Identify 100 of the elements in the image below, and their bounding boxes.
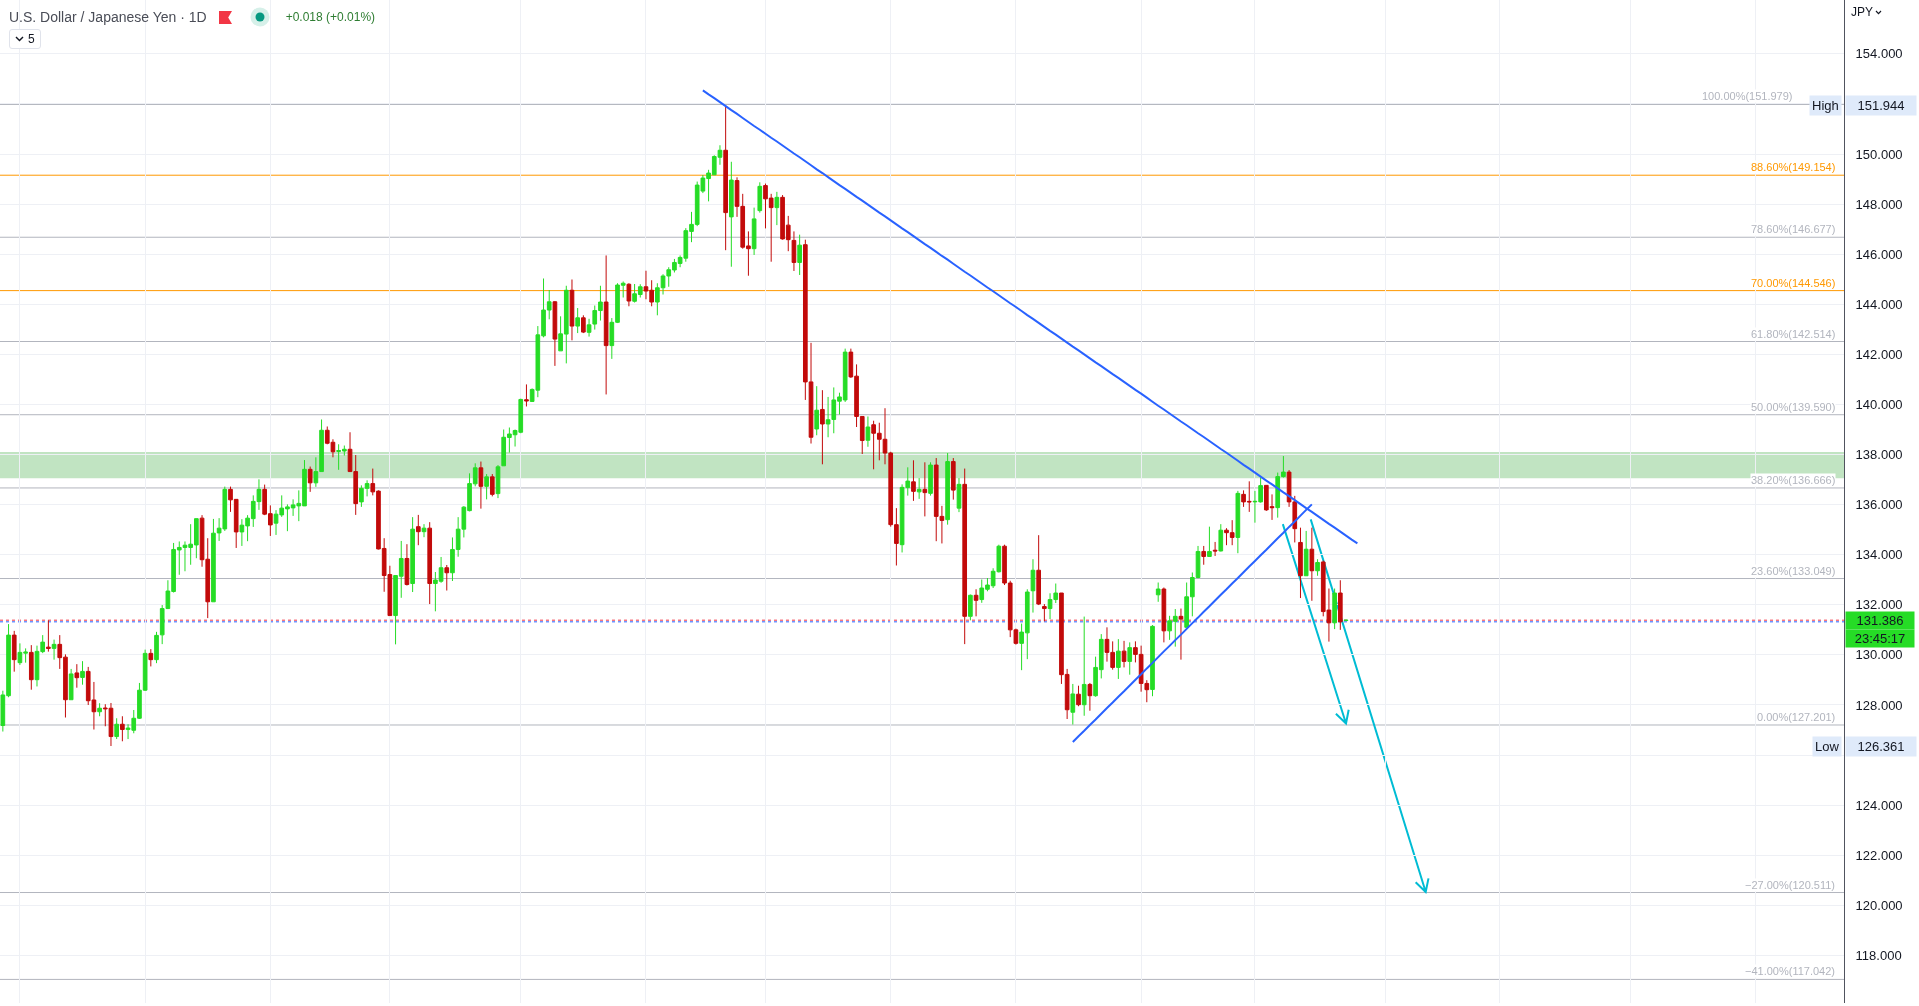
candlestick	[950, 457, 956, 501]
candlestick	[945, 452, 950, 526]
candlestick	[911, 459, 916, 502]
y-axis-title: JPY	[1851, 5, 1874, 19]
button: 5	[9, 29, 41, 49]
candlestick	[1337, 579, 1343, 631]
ref-line-label: 38.20%(136.666)	[1751, 474, 1836, 486]
candlestick	[820, 389, 825, 465]
candlestick	[1315, 558, 1320, 577]
text: +0.018 (+0.01%)	[285, 10, 376, 24]
candlestick	[410, 516, 415, 593]
candlestick	[575, 307, 581, 334]
candlestick	[80, 660, 85, 686]
y-tick-label: 118.000	[1855, 947, 1902, 963]
ref-line-label: 23.60%(133.049)	[1751, 565, 1836, 577]
candlestick	[148, 648, 154, 667]
y-tick-label: 150.000	[1855, 146, 1903, 162]
candlestick	[46, 619, 51, 653]
y-tick-label: 148.000	[1855, 196, 1903, 212]
candlestick	[865, 415, 871, 448]
y-tick-label: 124.000	[1855, 797, 1903, 813]
candlestick	[444, 564, 450, 592]
candlestick	[11, 630, 17, 673]
annotation: Low	[1815, 739, 1840, 754]
ref-line-label: 100.00%(151.979)	[1702, 90, 1793, 102]
y-tick-label: 144.000	[1855, 296, 1903, 312]
candlestick	[797, 234, 802, 276]
ref-line-label: −27.00%(120.511)	[1745, 879, 1836, 891]
candlestick	[1127, 641, 1133, 676]
candlestick	[495, 464, 501, 499]
candlestick	[757, 181, 763, 214]
candlestick	[814, 385, 820, 436]
ref-line-label: 0.00%(127.201)	[1757, 711, 1836, 723]
text: U.S. Dollar / Japanese Yen · 1D	[9, 9, 207, 25]
candlestick	[1030, 558, 1036, 614]
y-tick-label: 138.000	[1855, 447, 1903, 463]
candlestick	[114, 717, 120, 740]
candlestick	[968, 594, 973, 621]
candlestick	[956, 477, 962, 513]
candlestick	[1076, 685, 1081, 707]
annotation: 5	[28, 32, 35, 46]
candlestick	[1309, 527, 1315, 602]
candlestick	[928, 461, 933, 497]
candlestick	[1081, 616, 1087, 717]
ref-line-label: 78.60%(146.677)	[1751, 223, 1836, 235]
candlestick	[569, 278, 575, 341]
candlestick	[421, 523, 427, 538]
candlestick	[922, 461, 928, 517]
candlestick	[427, 521, 433, 605]
candlestick	[51, 639, 57, 661]
candlestick	[307, 466, 313, 493]
candlestick	[729, 161, 734, 268]
candlestick	[1332, 588, 1337, 630]
candlestick	[1087, 682, 1093, 712]
ref-line-label: 131.386	[1856, 613, 1904, 628]
candlestick	[1178, 608, 1184, 661]
candlestick	[68, 668, 74, 701]
candlestick	[484, 473, 489, 500]
ref-line-label: 61.80%(142.514)	[1751, 328, 1836, 340]
candlestick	[751, 207, 757, 256]
candlestick	[524, 383, 529, 407]
candlestick	[120, 715, 125, 742]
candlestick	[1036, 534, 1042, 606]
candlestick	[962, 468, 968, 645]
y-tick-label: 132.000	[1855, 597, 1903, 613]
candlestick	[626, 282, 632, 307]
candlestick	[1121, 640, 1127, 668]
y-tick-label: 140.000	[1855, 397, 1903, 413]
candlestick	[404, 543, 410, 587]
candlestick	[1070, 683, 1076, 726]
ref-line-label: 50.00%(139.590)	[1751, 401, 1836, 413]
candlestick	[415, 514, 421, 546]
candlestick	[552, 300, 558, 367]
y-tick-label: 146.000	[1855, 246, 1903, 262]
candlestick	[1207, 526, 1212, 557]
candlestick	[603, 254, 609, 395]
candlestick	[489, 473, 495, 497]
ref-line-label: 88.60%(149.154)	[1751, 161, 1836, 173]
candlestick	[1161, 587, 1167, 643]
candlestick	[916, 477, 922, 500]
y-tick-label: 134.000	[1855, 547, 1903, 563]
candlestick	[1155, 582, 1161, 603]
y-tick-label: 130.000	[1855, 647, 1903, 663]
candlestick	[1212, 541, 1218, 557]
candlestick	[1116, 638, 1121, 680]
text: 151.944	[1857, 98, 1905, 113]
y-tick-label: 122.000	[1855, 847, 1903, 863]
candlestick	[1298, 527, 1303, 599]
ref-line-label: 70.00%(144.546)	[1751, 277, 1836, 289]
candlestick	[1042, 603, 1047, 622]
y-tick-label: 142.000	[1855, 346, 1903, 362]
candlestick	[973, 588, 979, 617]
candlestick	[28, 644, 34, 691]
candlestick	[581, 314, 586, 334]
y-tick-label: 120.000	[1855, 897, 1903, 913]
text: 126.361	[1857, 739, 1905, 754]
candlestick	[1150, 624, 1155, 697]
y-tick-label: 136.000	[1855, 497, 1903, 513]
annotation: High	[1812, 98, 1839, 113]
candlestick	[723, 104, 728, 251]
